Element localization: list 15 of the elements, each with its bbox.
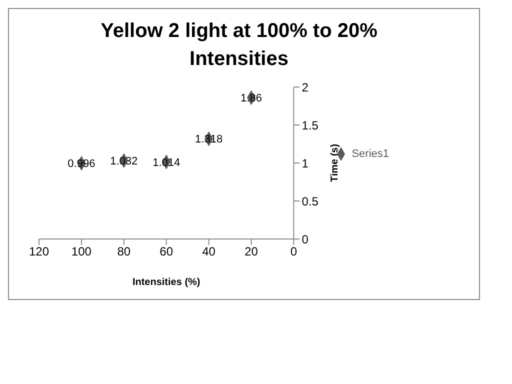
x-axis-title: Intensities (%) [132, 277, 200, 288]
x-tick-label: 20 [244, 244, 258, 259]
y-tick-label: 1 [302, 156, 309, 170]
x-tick-label: 0 [290, 244, 298, 259]
y-tick-label: 2 [302, 80, 309, 94]
x-tick-label: 60 [160, 244, 174, 259]
y-tick-label: 0 [302, 232, 309, 246]
chart-title: Yellow 2 light at 100% to 20% Intensities [100, 19, 378, 72]
x-tick-label: 80 [117, 244, 131, 259]
x-tick-label: 100 [71, 244, 92, 259]
y-tick-label: 0.5 [302, 194, 319, 208]
x-tick-label: 40 [202, 244, 216, 259]
y-tick-label: 1.5 [302, 118, 319, 132]
legend-label: Series1 [352, 148, 389, 160]
x-tick-label: 120 [28, 244, 50, 259]
